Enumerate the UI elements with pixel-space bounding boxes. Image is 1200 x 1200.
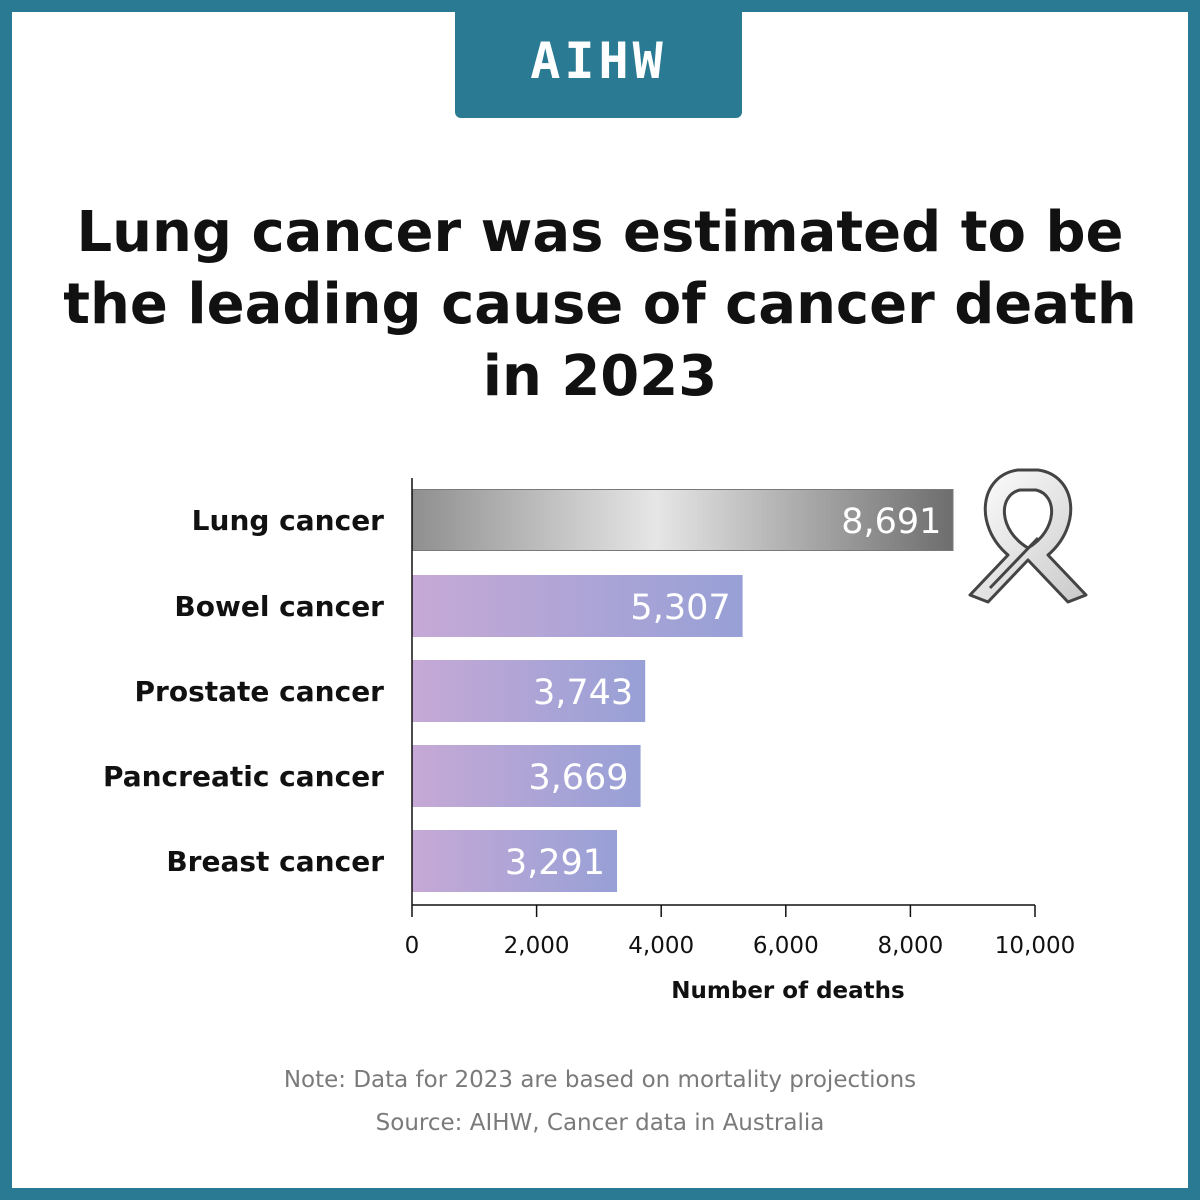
bar-lung-cancer (412, 489, 954, 551)
x-tick-label: 4,000 (628, 933, 694, 959)
awareness-ribbon-icon (968, 468, 1088, 604)
x-tick-label: 10,000 (995, 933, 1075, 959)
bar-value-label: 3,291 (505, 843, 605, 883)
bar-value-label: 5,307 (630, 588, 730, 628)
category-label: Prostate cancer (135, 675, 385, 708)
page-title: Lung cancer was estimated to be the lead… (63, 200, 1137, 409)
x-tick-label: 6,000 (753, 933, 819, 959)
bar-pancreatic-cancer (412, 745, 641, 807)
bar-prostate-cancer (412, 660, 646, 722)
x-axis-label: Number of deaths (671, 978, 904, 1004)
category-label: Lung cancer (192, 504, 385, 537)
category-label: Pancreatic cancer (103, 760, 384, 793)
bar-value-label: 3,743 (533, 673, 633, 713)
x-tick-label: 8,000 (877, 933, 943, 959)
x-tick-label: 2,000 (504, 933, 570, 959)
category-label: Breast cancer (166, 845, 384, 878)
source-note: Source: AIHW, Cancer data in Australia (375, 1110, 825, 1136)
x-tick-label: 0 (405, 933, 420, 959)
bar-value-label: 3,669 (528, 758, 628, 798)
bar-value-label: 8,691 (841, 502, 941, 542)
logo-tab: AIHW (455, 0, 742, 118)
aihw-logo: AIHW (530, 32, 667, 90)
bar-breast-cancer (412, 830, 618, 892)
bar-bowel-cancer (412, 575, 743, 637)
footnote: Note: Data for 2023 are based on mortali… (283, 1067, 917, 1093)
category-label: Bowel cancer (174, 590, 384, 623)
